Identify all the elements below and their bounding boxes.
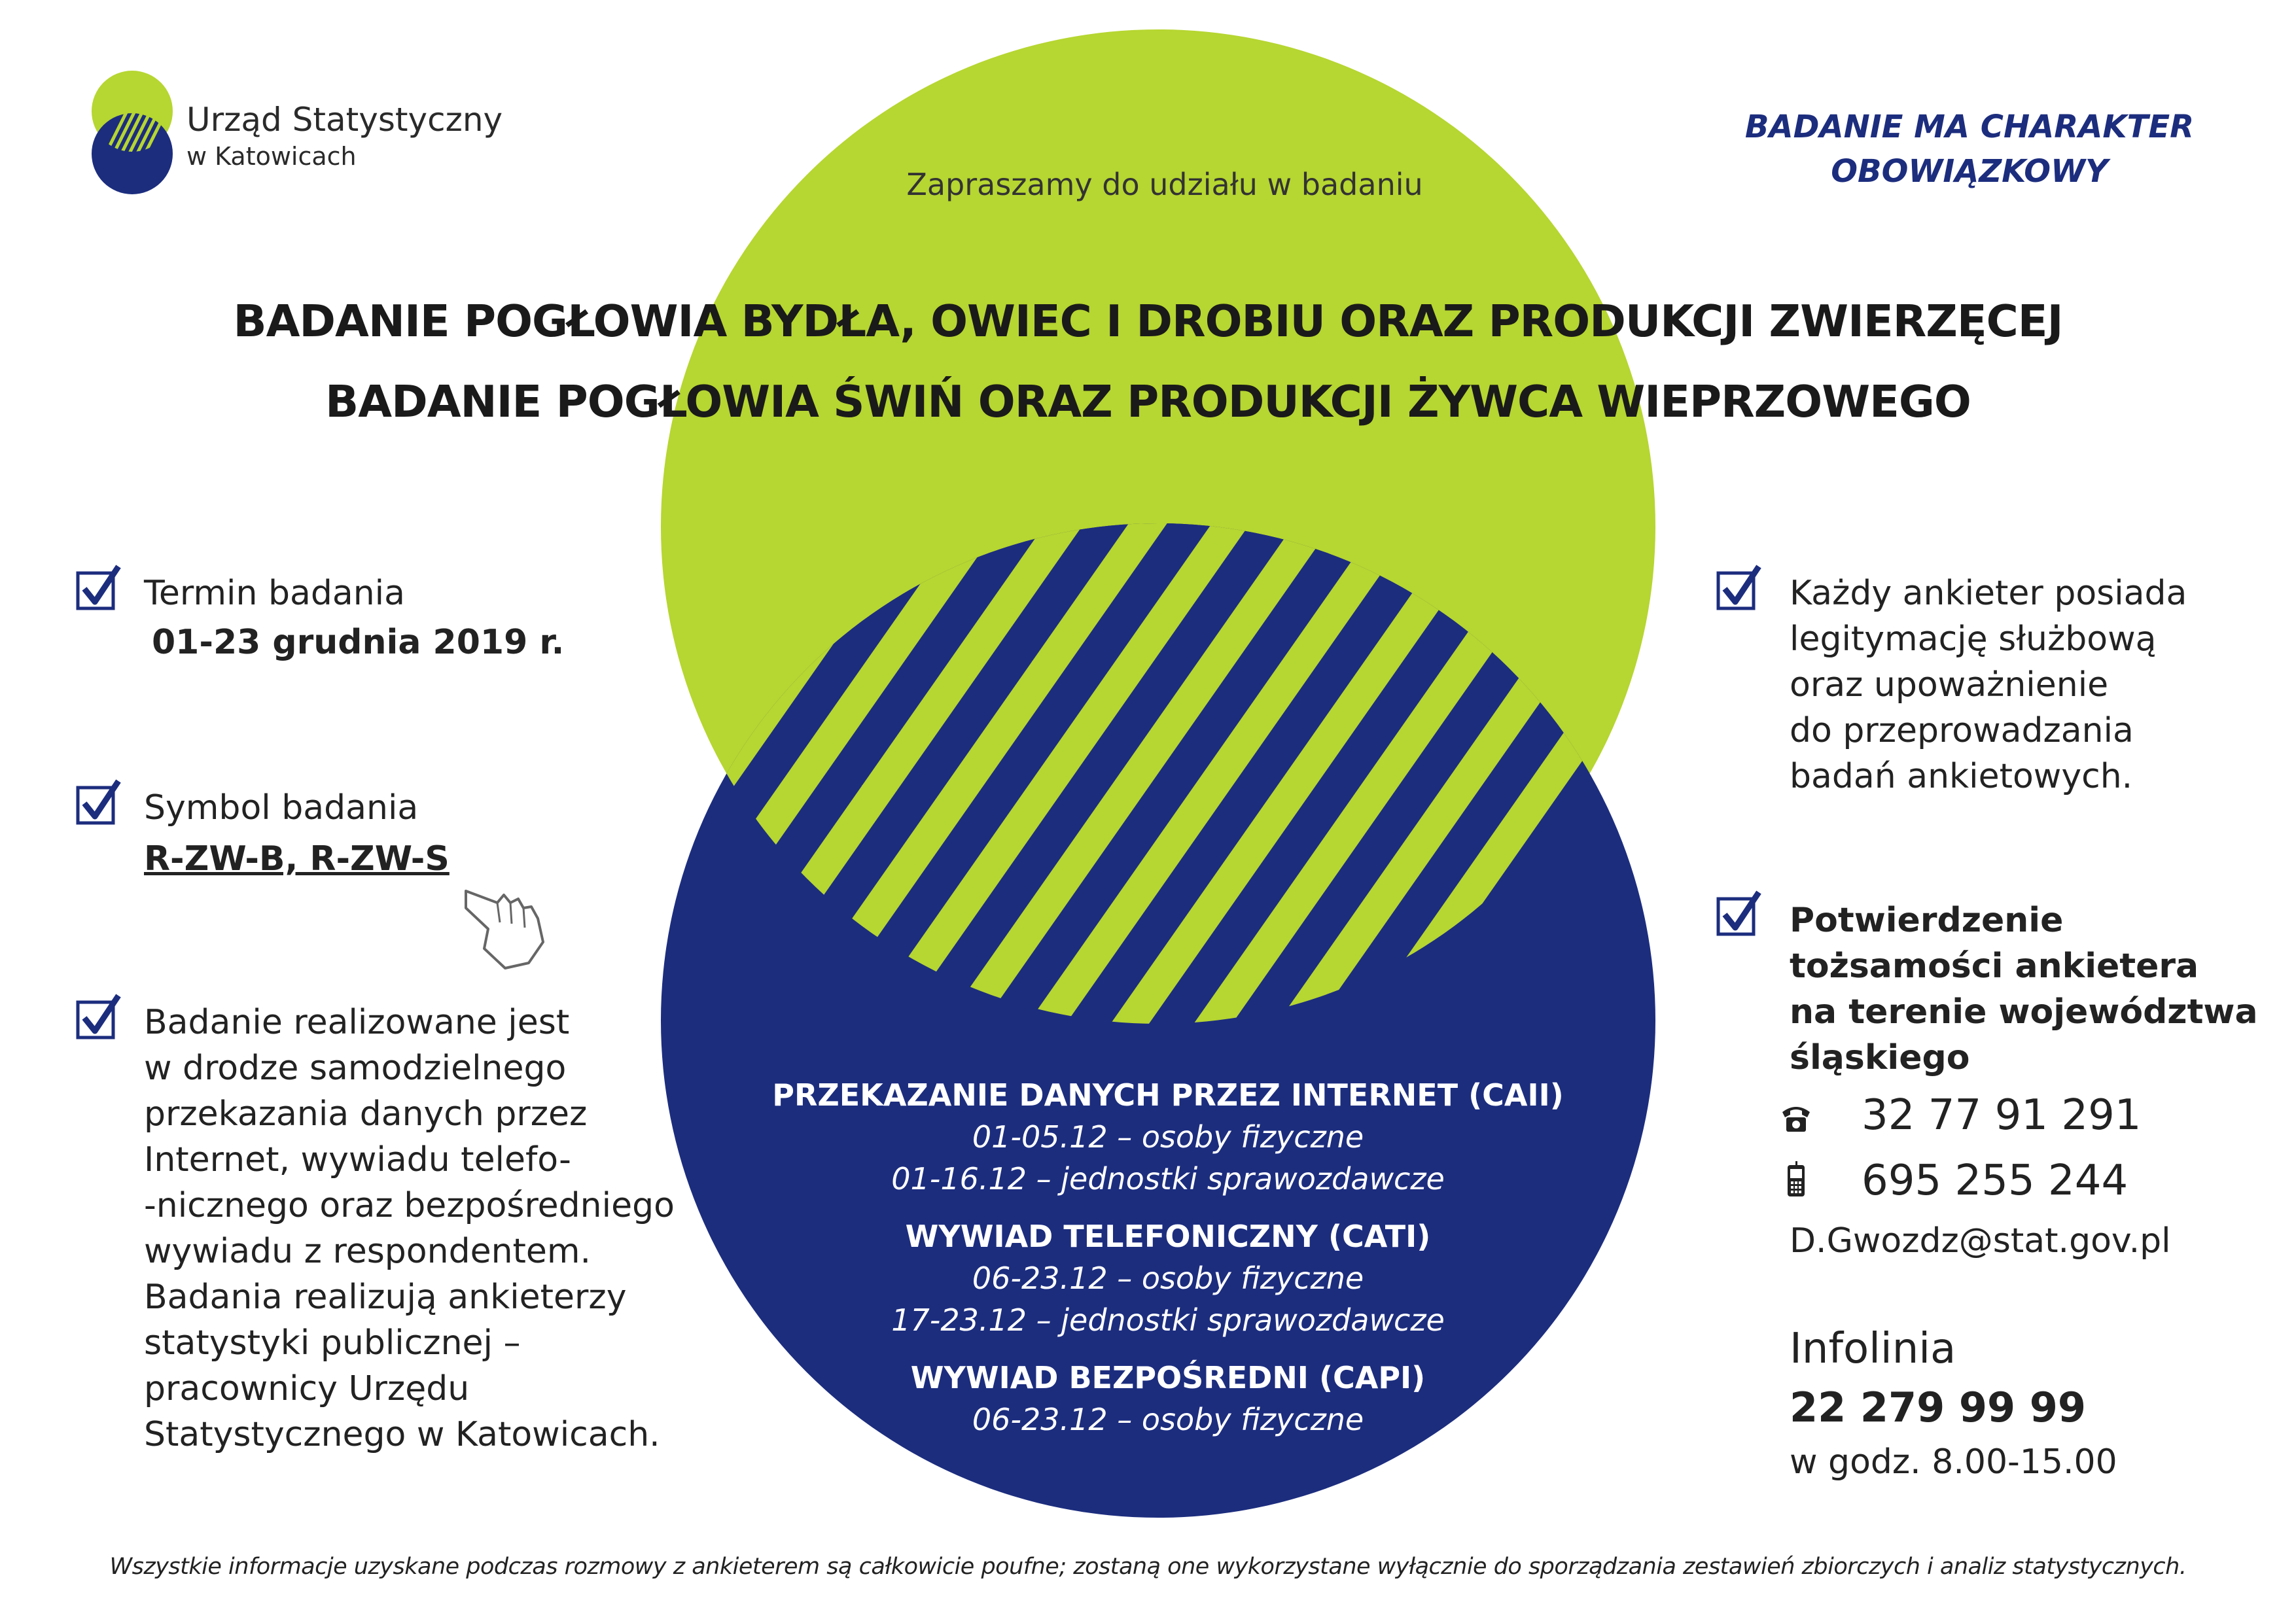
term-value: 01-23 grudnia 2019 r. [152, 623, 565, 662]
method-line: Badanie realizowane jest [144, 1003, 570, 1042]
check-icon [76, 779, 121, 825]
method-line: Statystycznego w Katowicach. [144, 1415, 660, 1454]
title-line2: BADANIE POGŁOWIA ŚWIŃ ORAZ PRODUKCJI ŻYW… [325, 376, 1971, 427]
check-icon [1716, 890, 1761, 936]
interviewer-info: Każdy ankieter posiada legitymację służb… [1790, 570, 2187, 799]
logo-icon [92, 71, 173, 194]
obligatory-line1: BADANIE MA CHARAKTER [1744, 109, 2195, 145]
pointing-hand-icon [465, 890, 544, 969]
phone-number[interactable]: 32 77 91 291 [1862, 1091, 2142, 1140]
interviewer-line: oraz upoważnienie [1790, 665, 2109, 705]
identity-confirmation: Potwierdzenie tożsamości ankietera na te… [1790, 898, 2258, 1081]
interviewer-line: do przeprowadzania [1790, 711, 2134, 750]
check-icon [76, 994, 121, 1039]
logo-name-line2: w Katowicach [186, 142, 357, 171]
method-line: przekazania danych przez [144, 1094, 588, 1134]
confirm-line: Potwierdzenie [1790, 901, 2064, 940]
method-line: Badania realizują ankieterzy [144, 1278, 627, 1317]
method-description: Badanie realizowane jest w drodze samodz… [144, 1000, 720, 1457]
confidentiality-footer: Wszystkie informacje uzyskane podczas ro… [109, 1554, 2187, 1580]
term-label: Termin badania [144, 574, 405, 613]
cati-header: WYWIAD TELEFONICZNY (CATI) [905, 1219, 1431, 1254]
cati-line: 06-23.12 – osoby fizyczne [972, 1261, 1364, 1296]
interviewer-line: badań ankietowych. [1790, 757, 2133, 796]
confirm-line: tożsamości ankietera [1790, 947, 2199, 986]
caii-line: 01-05.12 – osoby fizyczne [972, 1119, 1364, 1155]
method-line: w drodze samodzielnego [144, 1049, 567, 1088]
mobile-number[interactable]: 695 255 244 [1862, 1157, 2128, 1205]
interviewer-line: Każdy ankieter posiada [1790, 574, 2187, 613]
logo-name-line1: Urząd Statystyczny [186, 101, 503, 139]
infoline-hours: w godz. 8.00-15.00 [1790, 1442, 2117, 1482]
telephone-icon [1782, 1107, 1810, 1132]
data-collection-methods: PRZEKAZANIE DANYCH PRZEZ INTERNET (CAII)… [720, 1074, 1616, 1440]
infoline-number[interactable]: 22 279 99 99 [1790, 1384, 2087, 1431]
confirm-line: na terenie województwa [1790, 992, 2258, 1032]
caii-header: PRZEKAZANIE DANYCH PRZEZ INTERNET (CAII) [772, 1077, 1564, 1113]
infoline-label: Infolinia [1790, 1325, 1956, 1373]
confirm-line: śląskiego [1790, 1038, 1970, 1077]
logo-text: Urząd Statystyczny w Katowicach [186, 99, 503, 173]
caii-line: 01-16.12 – jednostki sprawozdawcze [891, 1161, 1445, 1196]
symbol-label: Symbol badania [144, 788, 419, 828]
method-line: Internet, wywiadu telefo- [144, 1140, 571, 1179]
obligatory-line2: OBOWIĄZKOWY [1831, 153, 2108, 190]
method-line: statystyki publicznej – [144, 1323, 521, 1363]
symbol-value: R-ZW-B, R-ZW-S [144, 839, 450, 879]
method-line: -nicznego oraz bezpośredniego [144, 1186, 675, 1225]
check-icon [1716, 565, 1761, 610]
invitation-text: Zapraszamy do udziału w badaniu [906, 167, 1423, 202]
mobile-phone-icon [1788, 1161, 1805, 1196]
method-line: wywiadu z respondentem. [144, 1232, 592, 1271]
cati-line: 17-23.12 – jednostki sprawozdawcze [891, 1302, 1445, 1338]
method-line: pracownicy Urzędu [144, 1369, 470, 1408]
obligatory-notice: BADANIE MA CHARAKTER OBOWIĄZKOWY [1714, 105, 2225, 194]
interviewer-line: legitymację służbową [1790, 620, 2157, 659]
capi-header: WYWIAD BEZPOŚREDNI (CAPI) [910, 1360, 1426, 1395]
title-line1: BADANIE POGŁOWIA BYDŁA, OWIEC I DROBIU O… [233, 296, 2064, 347]
email-link[interactable]: D.Gwozdz@stat.gov.pl [1790, 1221, 2171, 1261]
striped-intersection [661, 523, 1655, 1024]
capi-line: 06-23.12 – osoby fizyczne [972, 1402, 1364, 1437]
check-icon [76, 565, 121, 610]
